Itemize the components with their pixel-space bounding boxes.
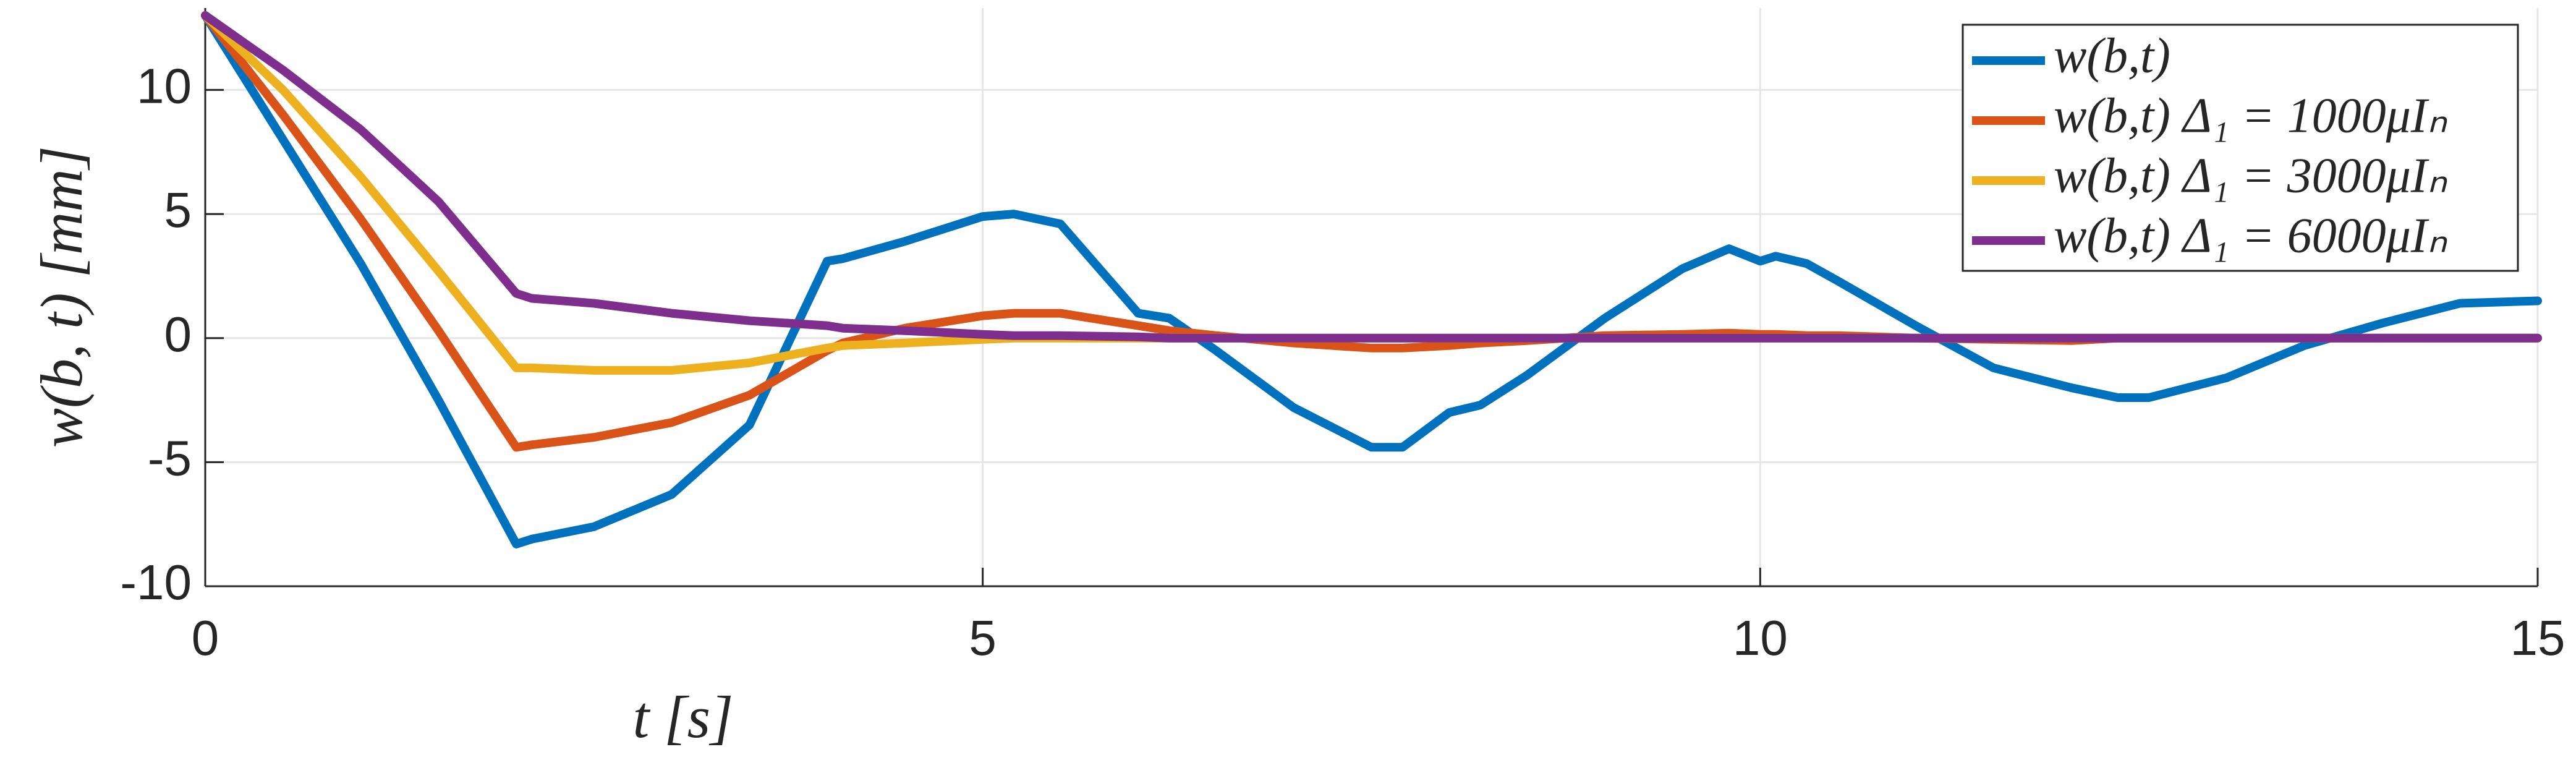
x-tick-label: 0: [192, 610, 219, 665]
legend-label: w(b,t) Δ₁ = 3000μIₙ: [2054, 148, 2447, 203]
series-line: [201, 11, 2542, 343]
y-tick-label: 0: [164, 307, 192, 362]
legend-label: w(b,t) Δ₁ = 1000μIₙ: [2054, 88, 2447, 143]
x-axis-label: t [s]: [633, 684, 734, 750]
x-tick-label: 15: [2510, 610, 2565, 665]
series-line: [201, 11, 2542, 549]
y-tick-label: 5: [164, 182, 192, 237]
y-tick-label: -10: [120, 555, 192, 610]
y-tick-label: 10: [137, 59, 192, 114]
y-axis-label: w(b, t) [mm]: [28, 146, 95, 448]
legend-label: w(b,t) Δ₁ = 6000μIₙ: [2054, 208, 2447, 263]
legend-label: w(b,t): [2054, 28, 2170, 83]
x-tick-label: 5: [969, 610, 997, 665]
legend-box: [1962, 23, 2519, 272]
x-tick-label: 10: [1733, 610, 1788, 665]
y-tick-label: -5: [148, 430, 192, 485]
